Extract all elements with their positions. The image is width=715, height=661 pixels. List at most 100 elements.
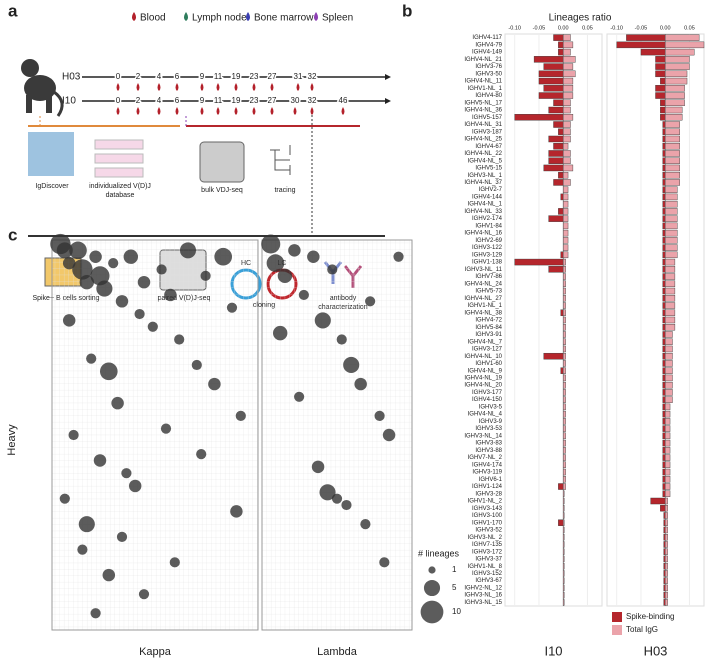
- facet-label: Kappa: [139, 646, 172, 658]
- facet-label: H03: [644, 643, 668, 658]
- bar: [548, 106, 564, 114]
- category-label: IGHV4-NL_4: [468, 412, 503, 418]
- bar: [665, 533, 668, 541]
- bar: [563, 352, 566, 360]
- bar: [553, 179, 564, 186]
- category-label: IGHV4-NL_24: [464, 281, 502, 287]
- x-tick-label: -0.10: [610, 25, 623, 31]
- bar: [563, 56, 576, 63]
- legend-bubble: [428, 566, 436, 574]
- category-label: IGHV7-86: [475, 274, 502, 280]
- bar: [655, 56, 666, 63]
- category-label: IGHV2-174: [472, 216, 503, 222]
- bar: [665, 454, 671, 461]
- bar: [662, 302, 666, 309]
- timepoint: 9: [200, 96, 205, 105]
- bar: [558, 48, 564, 56]
- sample-drop: [200, 83, 204, 91]
- category-label: IGHV4-NL_25: [464, 137, 502, 143]
- bar: [563, 157, 571, 164]
- bar: [563, 295, 566, 302]
- sample-drop: [252, 107, 256, 115]
- facet-frame: [51, 239, 259, 631]
- category-label: IGHV4-NL_11: [465, 79, 503, 85]
- bar: [665, 599, 668, 606]
- bar: [543, 164, 564, 172]
- bar: [665, 287, 676, 295]
- bar: [662, 266, 666, 273]
- legend-title: # lineages: [418, 548, 460, 558]
- timeline-arrow: [385, 74, 391, 80]
- sample-drop: [175, 107, 179, 115]
- bar: [560, 251, 564, 259]
- animal-label: H03: [62, 72, 81, 83]
- bubble: [393, 251, 404, 262]
- bar: [563, 418, 566, 425]
- bar: [563, 396, 566, 403]
- bubble: [138, 589, 150, 600]
- bar: [665, 374, 673, 382]
- bar: [662, 186, 666, 193]
- bar: [665, 208, 678, 215]
- timepoint: 11: [214, 72, 223, 81]
- sample-drop: [341, 107, 345, 115]
- bar: [665, 280, 676, 288]
- bar: [665, 77, 688, 85]
- category-label: IGHV1-NL_1: [468, 86, 503, 92]
- sample-drop: [136, 107, 140, 115]
- bar: [665, 562, 668, 570]
- category-label: IGHV5-73: [475, 289, 502, 295]
- bar: [665, 519, 668, 526]
- category-label: IGHV4-80: [475, 93, 502, 99]
- bar: [553, 121, 564, 128]
- bar: [655, 85, 666, 92]
- bar: [563, 461, 566, 469]
- bar: [665, 171, 680, 179]
- category-label: IGHV1-170: [472, 520, 503, 526]
- bar: [662, 432, 666, 440]
- bar: [662, 193, 666, 201]
- bubble: [235, 410, 246, 421]
- timepoint: 31: [294, 72, 303, 81]
- sample-drop: [216, 83, 220, 91]
- panel-label: a: [8, 1, 18, 20]
- category-label: IGHV4-NL_21: [464, 57, 502, 63]
- bar: [662, 483, 666, 490]
- category-label: IGHV7-NL_2: [468, 455, 503, 461]
- y-axis-label: Heavy: [6, 424, 18, 456]
- category-label: IGHV3-67: [475, 578, 502, 584]
- bar: [662, 150, 666, 157]
- bubble: [382, 428, 396, 442]
- category-label: IGHV3-52: [475, 528, 502, 534]
- sample-drop: [157, 107, 161, 115]
- timepoint: 23: [250, 96, 259, 105]
- bar: [563, 114, 574, 121]
- bar: [563, 331, 566, 338]
- bar: [563, 439, 566, 447]
- bar: [662, 396, 666, 403]
- bar: [665, 512, 668, 519]
- bar: [662, 410, 666, 418]
- bubble: [314, 312, 331, 329]
- bubble: [164, 288, 177, 302]
- timepoint: 2: [136, 96, 141, 105]
- step-label: database: [106, 192, 135, 199]
- bar: [662, 381, 666, 389]
- bar: [665, 389, 673, 396]
- bar: [563, 179, 571, 186]
- bar: [662, 273, 666, 280]
- bar: [558, 483, 564, 490]
- x-tick-label: -0.05: [635, 25, 648, 31]
- bubble: [288, 244, 301, 257]
- bubble: [277, 268, 293, 284]
- bubble: [156, 264, 167, 275]
- bar: [563, 432, 566, 440]
- bar: [662, 338, 666, 345]
- bar: [538, 92, 564, 99]
- bar: [543, 63, 564, 70]
- bar: [563, 360, 566, 367]
- bubble: [128, 479, 142, 493]
- bar: [563, 374, 566, 382]
- bar: [665, 295, 676, 302]
- bar: [665, 266, 676, 273]
